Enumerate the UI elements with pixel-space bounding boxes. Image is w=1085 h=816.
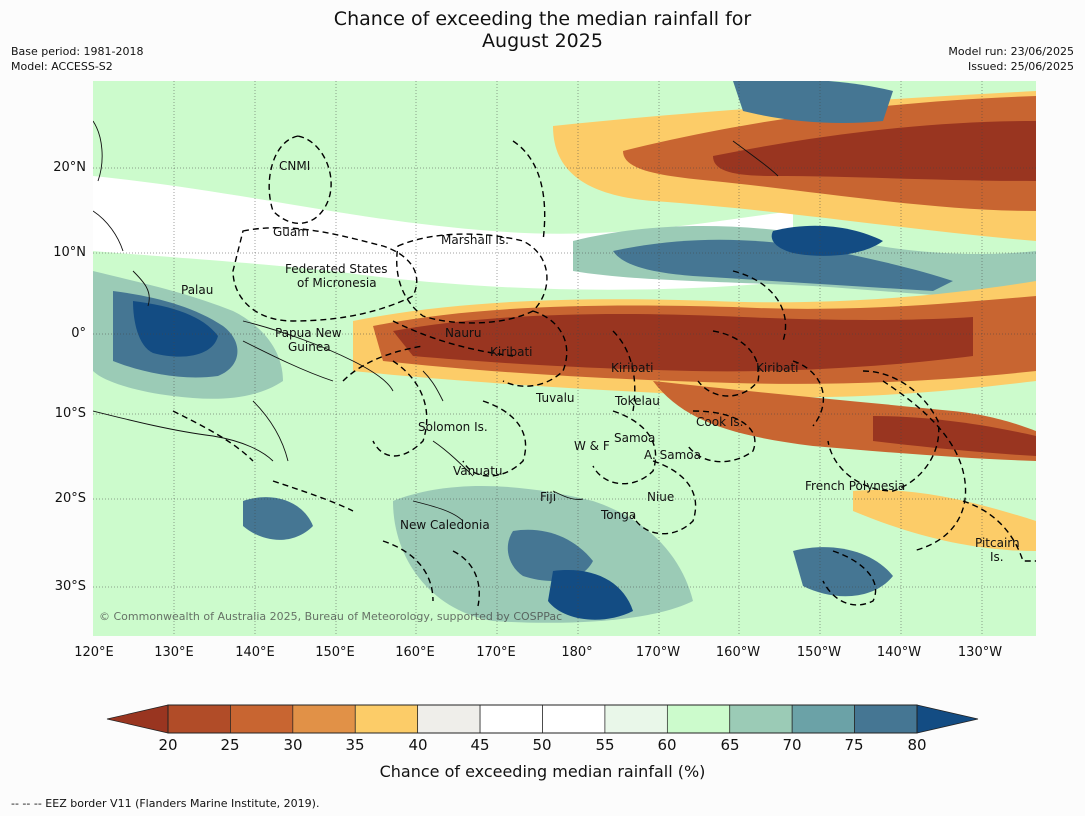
colorbar-swatches	[106, 704, 979, 734]
label-kiribati-central: Kiribati	[611, 361, 653, 375]
eez-borders	[172, 135, 1036, 607]
y-tick-0: 0°	[71, 326, 86, 341]
label-niue: Niue	[647, 490, 674, 504]
footer-legend: -- -- -- EEZ border V11 (Flanders Marine…	[11, 797, 320, 810]
rainfall-map: CNMI Guam Marshall Is. Federated States …	[93, 81, 1036, 636]
colorbar	[106, 704, 979, 734]
coastlines	[93, 120, 779, 522]
x-tick-170w: 170°W	[635, 645, 681, 660]
colorbar-swatch	[666, 704, 731, 734]
colorbar-tick-45: 45	[470, 736, 490, 754]
x-tick-140e: 140°E	[235, 645, 275, 660]
label-tokelau: Tokelau	[614, 394, 660, 408]
label-tuvalu: Tuvalu	[535, 391, 575, 405]
x-tick-150w: 150°W	[796, 645, 842, 660]
colorbar-swatch	[479, 704, 543, 734]
y-tick-10s: 10°S	[54, 406, 86, 421]
label-marshall-is: Marshall Is.	[441, 233, 509, 247]
model-text: Model: ACCESS-S2	[11, 60, 113, 73]
colorbar-outline	[167, 704, 918, 734]
label-samoa: Samoa	[614, 431, 655, 445]
colorbar-extend-low	[106, 704, 169, 734]
map-title-line1: Chance of exceeding the median rainfall …	[333, 8, 752, 30]
label-fiji: Fiji	[540, 490, 556, 504]
label-new-caledonia: New Caledonia	[400, 518, 490, 532]
x-tick-160w: 160°W	[715, 645, 761, 660]
base-period-text: Base period: 1981-2018	[11, 45, 144, 58]
x-tick-170e: 170°E	[476, 645, 516, 660]
colorbar-swatch	[417, 704, 481, 734]
x-tick-120e: 120°E	[74, 645, 114, 660]
colorbar-swatch	[854, 704, 918, 734]
label-tonga: Tonga	[600, 508, 636, 522]
label-pitcairn-line2: Is.	[990, 550, 1004, 564]
colorbar-label: Chance of exceeding median rainfall (%)	[379, 762, 706, 781]
label-wallis-futuna: W & F	[574, 439, 610, 453]
x-tick-130e: 130°E	[154, 645, 194, 660]
label-kiribati-east: Kiribati	[756, 361, 798, 375]
colorbar-swatch	[542, 704, 606, 734]
label-png-line2: Guinea	[288, 340, 331, 354]
metadata-left: Base period: 1981-2018 Model: ACCESS-S2	[11, 44, 143, 74]
colorbar-swatch	[791, 704, 855, 734]
issued-text: Issued: 25/06/2025	[967, 60, 1074, 73]
rainfall-field	[93, 81, 1036, 623]
label-fsm-line1: Federated States	[285, 262, 387, 276]
colorbar-tick-20: 20	[158, 736, 178, 754]
colorbar-tick-80: 80	[907, 736, 927, 754]
label-pitcairn-line1: Pitcairn	[975, 536, 1020, 550]
label-american-samoa: A. Samoa	[644, 448, 701, 462]
metadata-right: Model run: 23/06/2025 Issued: 25/06/2025	[948, 44, 1074, 74]
x-tick-160e: 160°E	[395, 645, 435, 660]
map-title: Chance of exceeding the median rainfall …	[0, 8, 1085, 52]
colorbar-tick-35: 35	[345, 736, 365, 754]
colorbar-tick-65: 65	[720, 736, 740, 754]
colorbar-tick-30: 30	[283, 736, 303, 754]
label-solomon-is: Solomon Is.	[418, 420, 488, 434]
colorbar-tick-60: 60	[657, 736, 677, 754]
colorbar-swatch	[729, 704, 793, 734]
y-tick-20n: 20°N	[53, 160, 86, 175]
map-title-line2: August 2025	[482, 30, 603, 52]
colorbar-swatch	[230, 704, 294, 734]
label-palau: Palau	[181, 283, 213, 297]
x-tick-140w: 140°W	[876, 645, 922, 660]
y-tick-20s: 20°S	[54, 491, 86, 506]
x-tick-150e: 150°E	[315, 645, 355, 660]
label-french-polynesia: French Polynesia	[805, 479, 905, 493]
colorbar-tick-40: 40	[408, 736, 428, 754]
region-labels: CNMI Guam Marshall Is. Federated States …	[181, 159, 1020, 564]
label-fsm-line2: of Micronesia	[297, 276, 377, 290]
colorbar-swatch	[354, 704, 419, 734]
colorbar-swatch	[167, 704, 231, 734]
label-cook-is: Cook Is.	[696, 415, 743, 429]
x-tick-180: 180°	[561, 645, 593, 660]
y-tick-30s: 30°S	[54, 579, 86, 594]
label-kiribati-west: Kiribati	[490, 345, 532, 359]
label-png-line1: Papua New	[275, 326, 342, 340]
label-nauru: Nauru	[445, 326, 481, 340]
colorbar-tick-70: 70	[782, 736, 802, 754]
colorbar-tick-50: 50	[532, 736, 552, 754]
colorbar-tick-75: 75	[844, 736, 864, 754]
colorbar-tick-55: 55	[595, 736, 615, 754]
colorbar-swatch	[604, 704, 668, 734]
colorbar-extend-high	[916, 704, 979, 734]
colorbar-tick-25: 25	[220, 736, 240, 754]
graticule	[93, 81, 1036, 636]
label-guam: Guam	[273, 225, 309, 239]
colorbar-swatch	[292, 704, 356, 734]
copyright-notice: © Commonwealth of Australia 2025, Bureau…	[99, 610, 562, 623]
y-tick-10n: 10°N	[53, 245, 86, 260]
model-run-text: Model run: 23/06/2025	[948, 45, 1074, 58]
label-cnmi: CNMI	[279, 159, 310, 173]
x-tick-130w: 130°W	[957, 645, 1003, 660]
label-vanuatu: Vanuatu	[453, 464, 503, 478]
